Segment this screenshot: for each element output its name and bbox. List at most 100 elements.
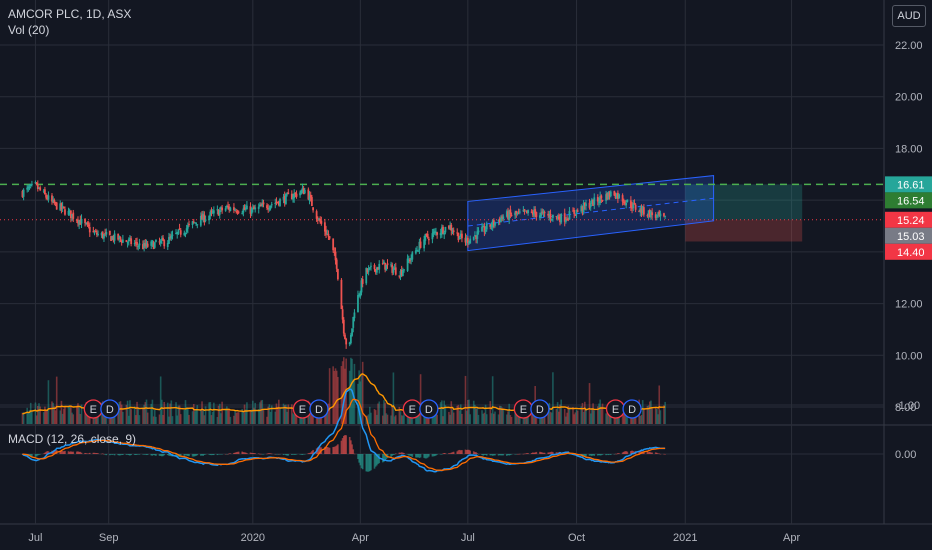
candle	[246, 201, 248, 210]
volume-bar	[163, 401, 166, 424]
candle-body	[592, 199, 594, 206]
candle-body	[648, 210, 651, 218]
candle-body	[111, 236, 114, 240]
earnings-marker[interactable]: E	[605, 399, 626, 419]
candle-body	[401, 270, 404, 276]
volume-bar	[315, 416, 318, 424]
volume-bar	[21, 412, 24, 424]
candle-body	[274, 202, 277, 204]
symbol-title[interactable]: AMCOR PLC, 1D, ASX	[8, 7, 132, 21]
dividend-marker[interactable]: D	[622, 399, 642, 419]
candle-body	[185, 228, 188, 232]
candle-body	[457, 232, 460, 241]
macd-histogram-bar	[656, 452, 658, 454]
candle	[469, 235, 472, 244]
dividend-marker[interactable]: D	[309, 399, 329, 419]
volume-bar	[582, 411, 585, 424]
candle-body	[235, 211, 238, 213]
macd-histogram-bar	[216, 454, 219, 456]
candle	[366, 268, 369, 274]
volume-bar	[326, 409, 329, 424]
candle-body	[54, 202, 57, 204]
candle	[459, 230, 462, 240]
candle	[426, 230, 429, 239]
macd-histogram-bar	[70, 451, 72, 454]
candle	[137, 244, 140, 251]
volume-bar	[467, 400, 469, 424]
candle	[325, 225, 327, 239]
candle	[220, 206, 222, 212]
volume-bar	[514, 408, 516, 424]
candle-body	[125, 240, 128, 242]
candle-body	[55, 202, 58, 210]
candle-body	[518, 211, 521, 213]
candle	[406, 254, 409, 273]
macd-histogram-bar	[34, 454, 37, 457]
candle-body	[62, 206, 65, 208]
earnings-marker[interactable]: E	[292, 399, 313, 419]
macd-histogram-bar	[426, 454, 429, 458]
candle-body	[494, 222, 496, 226]
macd-histogram-bar	[359, 454, 362, 466]
macd-histogram-bar	[278, 453, 280, 455]
candle	[191, 220, 194, 229]
volume-bar	[229, 416, 232, 424]
candle	[593, 193, 596, 210]
macd-indicator-label[interactable]: MACD (12, 26, close, 9)	[8, 432, 137, 446]
candle	[234, 207, 237, 212]
candle-body	[243, 207, 246, 210]
macd-histogram-bar	[441, 454, 443, 455]
candle-body	[398, 275, 401, 277]
candle	[542, 209, 545, 218]
earnings-marker[interactable]: E	[402, 399, 422, 419]
candle	[539, 212, 541, 221]
volume-bar	[384, 402, 386, 424]
volume-bar	[133, 406, 136, 424]
volume-indicator-label[interactable]: Vol (20)	[8, 23, 50, 37]
candle	[646, 213, 649, 218]
candle-body	[332, 238, 335, 251]
earnings-marker[interactable]: E	[513, 399, 534, 419]
candle	[448, 225, 450, 230]
volume-bar	[291, 404, 293, 424]
candle	[26, 184, 29, 193]
candle	[201, 210, 203, 220]
macd-histogram-bar	[262, 454, 265, 455]
position-profit-zone	[685, 184, 803, 220]
macd-histogram-bar	[416, 454, 418, 458]
macd-histogram-bar	[78, 451, 80, 454]
candle-body	[159, 240, 162, 244]
macd-histogram-bar	[482, 454, 485, 456]
macd-histogram-bar	[341, 438, 344, 454]
candle-body	[576, 210, 579, 212]
candle-body	[47, 195, 50, 200]
candle-body	[484, 229, 487, 232]
volume-bar	[249, 409, 252, 424]
price-tick-label: 18.00	[895, 143, 923, 155]
candle-body	[105, 232, 108, 235]
marker-label: D	[628, 404, 636, 416]
candle-body	[655, 214, 658, 217]
volume-bar	[34, 402, 37, 424]
macd-histogram-bar	[630, 451, 632, 454]
volume-bar	[62, 408, 65, 424]
volume-bar	[332, 366, 334, 424]
macd-histogram-bar	[93, 452, 96, 454]
earnings-marker[interactable]: E	[83, 399, 103, 419]
macd-histogram-bar	[448, 453, 450, 454]
currency-button[interactable]: AUD	[892, 5, 926, 27]
candle	[384, 262, 387, 273]
volume-bar	[607, 407, 610, 424]
macd-histogram-bar	[71, 451, 73, 454]
candle	[92, 226, 95, 233]
volume-bar	[138, 415, 141, 424]
dividend-marker[interactable]: D	[419, 399, 439, 419]
candle-body	[572, 210, 574, 212]
candle	[583, 202, 586, 210]
dividend-marker[interactable]: D	[100, 399, 120, 419]
macd-histogram-bar	[101, 453, 104, 455]
dividend-marker[interactable]: D	[530, 399, 550, 419]
candle	[138, 238, 141, 250]
